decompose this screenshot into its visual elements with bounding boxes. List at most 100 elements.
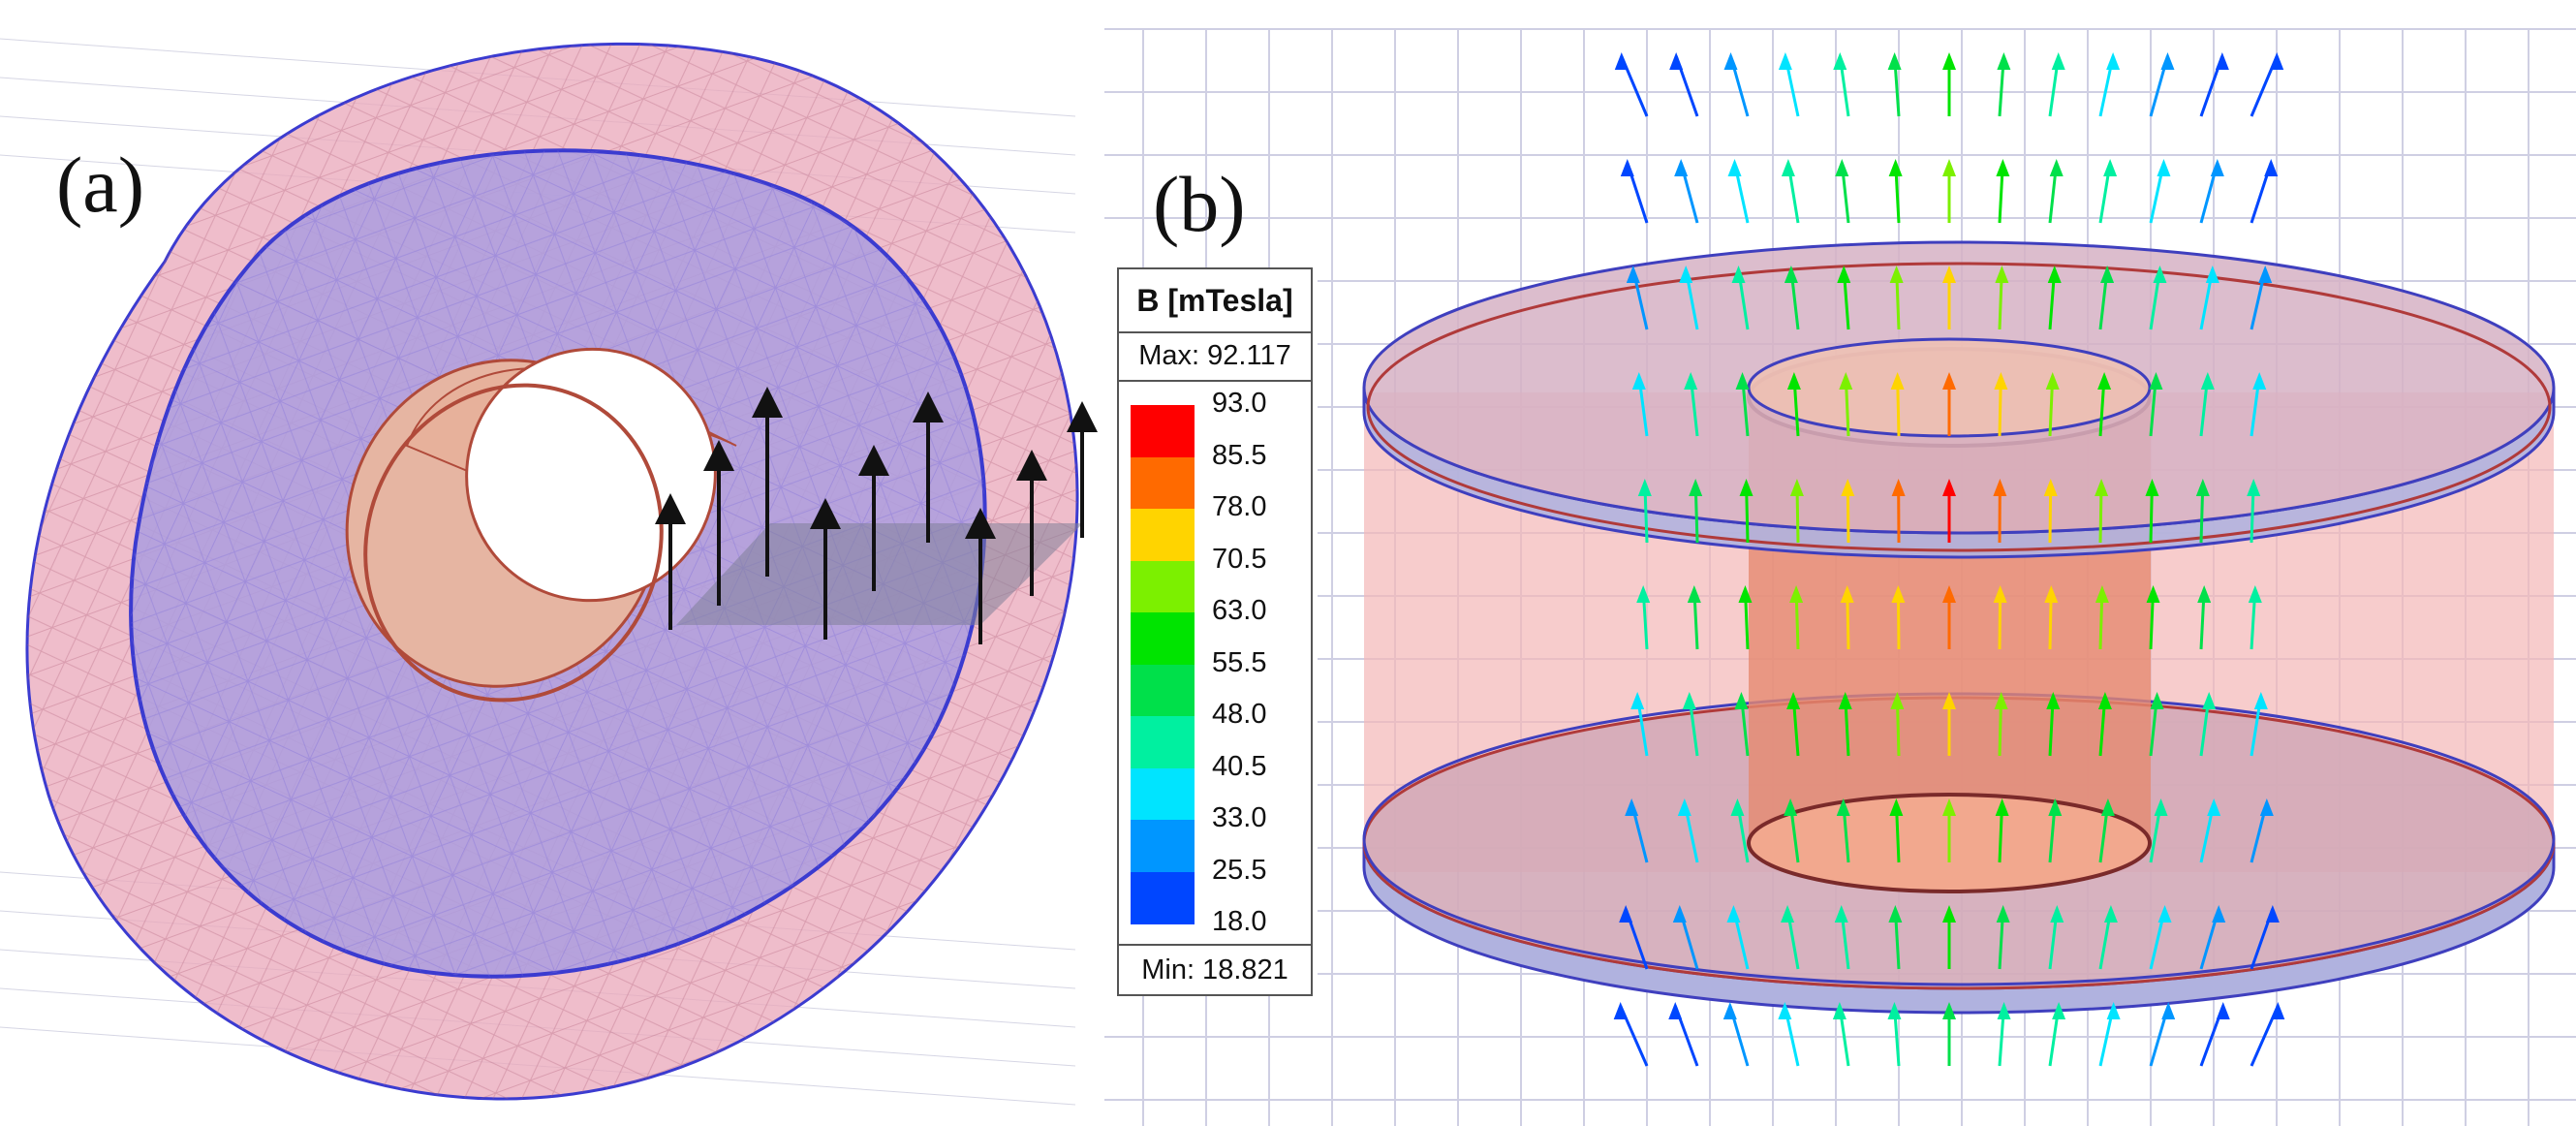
field-vector-head xyxy=(2157,905,2172,923)
field-vector-head xyxy=(2097,692,2112,709)
field-vector-head xyxy=(1889,266,1904,283)
legend-value: 25.5 xyxy=(1212,854,1267,886)
legend-scale: 93.0 85.5 78.0 70.5 63.0 55.5 48.0 40.5 33.0 25.5… xyxy=(1131,388,1305,966)
field-vector-head xyxy=(2157,159,2171,176)
field-vector-head xyxy=(1630,692,1645,709)
legend-value: 33.0 xyxy=(1212,802,1267,833)
field-vector-head xyxy=(2100,266,2115,283)
legend-swatch xyxy=(1131,871,1195,924)
field-vector-head xyxy=(1731,266,1746,283)
legend-swatch xyxy=(1131,612,1195,665)
legend-swatch xyxy=(1131,820,1195,872)
field-vector-head xyxy=(1739,479,1754,496)
field-vector-head xyxy=(2160,52,2175,70)
legend-swatch xyxy=(1131,664,1195,717)
field-vector-head xyxy=(1942,905,1956,923)
field-vector-head xyxy=(2153,266,2167,283)
field-vector-head xyxy=(1738,585,1753,603)
field-vector-head xyxy=(1996,159,2010,176)
field-vector-head xyxy=(1677,798,1691,816)
field-vector-head xyxy=(1726,905,1741,923)
field-vector-head xyxy=(1723,52,1738,70)
field-vector-head xyxy=(2212,905,2226,923)
field-vector-head xyxy=(1997,1002,2011,1019)
field-vector-head xyxy=(1620,159,1634,176)
field-vector-head xyxy=(1890,692,1905,709)
field-vector-head xyxy=(1832,1002,1847,1019)
field-arrows-a xyxy=(655,387,1098,644)
field-vector-head xyxy=(1837,266,1851,283)
field-vector-head xyxy=(2095,585,2109,603)
legend-swatch xyxy=(1131,509,1195,561)
field-vector-head xyxy=(2149,372,2163,390)
field-vector-head xyxy=(2046,692,2061,709)
legend-swatch xyxy=(1131,456,1195,510)
field-vector-head xyxy=(2252,372,2267,390)
field-vector-head xyxy=(1669,52,1684,70)
field-vector-head xyxy=(1994,692,2008,709)
field-vector-head xyxy=(2247,479,2261,496)
legend-value: 63.0 xyxy=(1212,595,1267,626)
field-vector-head xyxy=(1838,692,1852,709)
field-vector-head xyxy=(1735,372,1750,390)
field-vector-head xyxy=(1679,266,1693,283)
legend-value: 85.5 xyxy=(1212,439,1267,471)
field-vector-head xyxy=(1789,585,1804,603)
field-vector-head xyxy=(1942,52,1956,70)
field-vector-head xyxy=(2052,1002,2066,1019)
legend-value: 18.0 xyxy=(1212,906,1267,937)
legend-row: 78.0 xyxy=(1131,491,1305,561)
field-vector-head xyxy=(1789,479,1804,496)
legend-row: 18.0 xyxy=(1131,906,1305,966)
field-vector-head xyxy=(2215,52,2229,70)
field-vector-head xyxy=(1835,159,1849,176)
field-vector-head xyxy=(1723,1002,1737,1019)
panel-b-label: (b) xyxy=(1153,160,1246,248)
field-vector-head xyxy=(2044,585,2059,603)
legend-swatch xyxy=(1131,767,1195,821)
legend-row: 40.5 xyxy=(1131,751,1305,821)
field-vector-head xyxy=(1942,372,1956,390)
field-vector-head xyxy=(2265,905,2280,923)
field-vector-head xyxy=(2253,692,2268,709)
field-vector-head xyxy=(2259,798,2274,816)
field-vector-head xyxy=(2202,692,2217,709)
field-vector-head xyxy=(2216,1002,2230,1019)
inner-tube xyxy=(345,347,737,703)
legend-row: 48.0 xyxy=(1131,699,1305,768)
legend-value: 48.0 xyxy=(1212,699,1267,730)
field-arrows-b xyxy=(1613,52,2285,1067)
field-vector-head xyxy=(2097,372,2112,390)
field-vector-head xyxy=(1781,159,1795,176)
field-vector-head xyxy=(1626,266,1640,283)
field-vector-head xyxy=(1942,159,1956,176)
field-vector-head xyxy=(1993,585,2007,603)
field-vector-head xyxy=(1786,692,1801,709)
panel-a: (a) xyxy=(0,38,1098,1106)
field-vector-head xyxy=(1778,1002,1792,1019)
field-vector-head xyxy=(1995,266,2009,283)
field-vector-head xyxy=(1619,905,1633,923)
field-vector-head xyxy=(1637,479,1652,496)
field-vector-head xyxy=(1997,52,2011,70)
field-vector-head xyxy=(1993,479,2007,496)
field-vector-head xyxy=(2103,905,2118,923)
field-vector-head xyxy=(1727,159,1742,176)
field-vector-head xyxy=(1995,798,2009,816)
legend-row: 55.5 xyxy=(1131,647,1305,717)
top-plate xyxy=(1362,240,2556,559)
field-vector-head xyxy=(2051,52,2065,70)
field-vector-head xyxy=(1996,905,2010,923)
field-vector-head xyxy=(2150,692,2164,709)
field-vector-head xyxy=(2103,159,2118,176)
field-vector-head xyxy=(1833,52,1847,70)
field-vector-head xyxy=(1942,479,1956,496)
legend-value: 55.5 xyxy=(1212,646,1267,678)
legend-swatch xyxy=(1131,405,1195,457)
field-vector-head xyxy=(2043,479,2058,496)
field-vector-head xyxy=(2048,798,2063,816)
field-vector-head xyxy=(1778,52,1792,70)
field-vector-head xyxy=(1891,479,1906,496)
field-vector-head xyxy=(1613,1002,1628,1019)
